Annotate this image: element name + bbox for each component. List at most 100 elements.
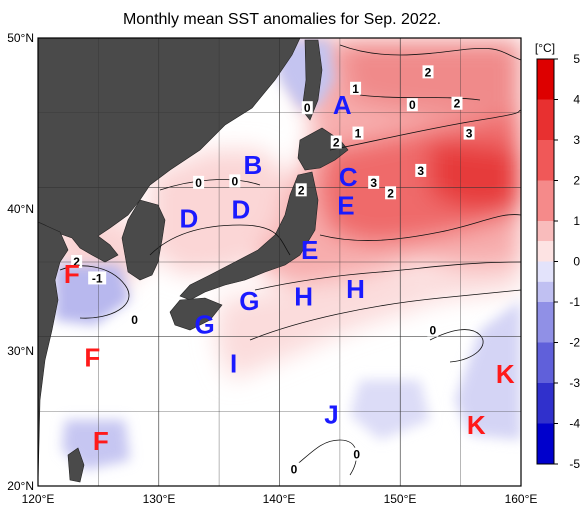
region-label: F [64, 259, 80, 289]
y-tick-label: 20°N [7, 479, 34, 493]
region-label: I [230, 349, 237, 379]
map-title: Monthly mean SST anomalies for Sep. 2022… [123, 11, 441, 28]
contour-label-bg [415, 163, 427, 177]
contour-line [329, 109, 521, 151]
contour-line [359, 94, 481, 101]
contour-label-bg [129, 313, 141, 327]
region-label: F [84, 343, 100, 373]
contour-lines [59, 44, 521, 476]
colorbar-cell [537, 342, 554, 383]
x-axis: 120°E 130°E 140°E 150°E 160°E [22, 492, 538, 506]
contour-line [319, 214, 521, 241]
graticule [38, 38, 521, 486]
contour-line [339, 44, 521, 61]
x-tick-label: 130°E [143, 492, 176, 506]
region-label: J [324, 399, 338, 429]
contour-label-bg [351, 447, 363, 461]
colorbar-cell [537, 423, 554, 464]
colorbar-unit: [°C] [535, 41, 555, 55]
contour-label-bg [88, 271, 107, 285]
colorbar-cell [537, 383, 554, 424]
contour-value-label: 2 [298, 183, 305, 197]
contour-label-bg [288, 462, 300, 476]
contour-label-bg [330, 135, 342, 149]
contour-label-bg [427, 323, 439, 337]
contour-value-label: 0 [409, 98, 416, 112]
x-tick-label: 120°E [22, 492, 55, 506]
cool-anomaly-east-china-sea [55, 265, 130, 325]
contour-value-label: 2 [73, 255, 80, 269]
region-labels: A B C D D EE F F F GG H H I J KK [64, 90, 515, 456]
region-label: D [180, 204, 199, 234]
shikoku-kyushu [169, 297, 223, 331]
contour-value-label: 2 [454, 97, 461, 111]
contour-value-label: 0 [430, 324, 437, 338]
region-label: A [333, 90, 352, 120]
x-tick-label: 140°E [263, 492, 296, 506]
warm-anomaly-south-japan [215, 265, 520, 380]
region-label: E [337, 190, 354, 220]
region-label: H [294, 281, 313, 311]
y-axis: 50°N 40°N 30°N 20°N [7, 31, 34, 493]
colorbar-tick-label: -5 [569, 457, 580, 471]
contour-label-bg [352, 126, 364, 140]
china-coast [38, 221, 69, 486]
asian-continent [38, 38, 301, 263]
colorbar-cells [537, 59, 554, 464]
contour-line [429, 329, 484, 363]
colorbar-tick-label: 3 [573, 133, 580, 147]
contour-label-bg [71, 255, 83, 268]
cool-anomaly-southeast [350, 380, 430, 440]
colorbar-tick-label: 2 [573, 174, 580, 188]
region-label: K [467, 410, 486, 440]
region-label: D [231, 195, 250, 225]
contour-value-label: 2 [387, 186, 394, 200]
y-tick-label: 50°N [7, 31, 34, 45]
colorbar-cell [537, 261, 554, 282]
land-masses [38, 38, 349, 486]
colorbar-tick-label: 4 [573, 93, 580, 107]
colorbar-tick-label: -3 [569, 376, 580, 390]
contour-label-bg [301, 101, 313, 115]
colorbar-cell [537, 281, 554, 302]
contour-value-label: -1 [92, 271, 103, 285]
korean-peninsula [121, 199, 166, 281]
colorbar-ticks: 5 4 3 2 1 0 -1 -2 -3 -4 -5 [554, 52, 580, 471]
colorbar-cell [537, 140, 554, 181]
contour-value-label: 0 [195, 176, 202, 190]
contour-value-label: 0 [291, 463, 298, 477]
contour-label-bg [406, 98, 418, 112]
colorbar-tick-label: 0 [573, 255, 580, 269]
contour-label-bg [295, 183, 307, 197]
colorbar-tick-label: -4 [569, 417, 580, 431]
contour-label-bg [193, 175, 205, 189]
colorbar-tick-label: -2 [569, 336, 580, 350]
contour-line [254, 261, 521, 291]
region-label: H [346, 274, 365, 304]
contour-line [249, 289, 521, 341]
warm-anomaly-japan-sea [150, 150, 290, 275]
contour-value-label: 3 [370, 176, 377, 190]
y-tick-label: 30°N [7, 344, 34, 358]
colorbar-cell [537, 221, 554, 242]
region-label: G [195, 310, 215, 340]
contour-value-label: 3 [417, 164, 424, 178]
colorbar-cell [537, 241, 554, 262]
region-label: B [244, 150, 263, 180]
contour-value-label: 2 [333, 136, 340, 150]
contour-label-bg [385, 186, 397, 200]
contour-value-label: 1 [352, 82, 359, 96]
contour-value-label: 2 [425, 65, 432, 79]
region-label: E [301, 235, 318, 265]
contour-label-bg [451, 96, 463, 110]
region-label: C [339, 162, 358, 192]
sakhalin [301, 39, 323, 121]
contour-line [149, 224, 291, 256]
taiwan [67, 447, 85, 483]
cool-anomaly-east [455, 300, 521, 440]
contour-value-label: 0 [131, 313, 138, 327]
warm-anomaly-core [318, 110, 521, 245]
contour-value-label: 0 [353, 448, 360, 462]
